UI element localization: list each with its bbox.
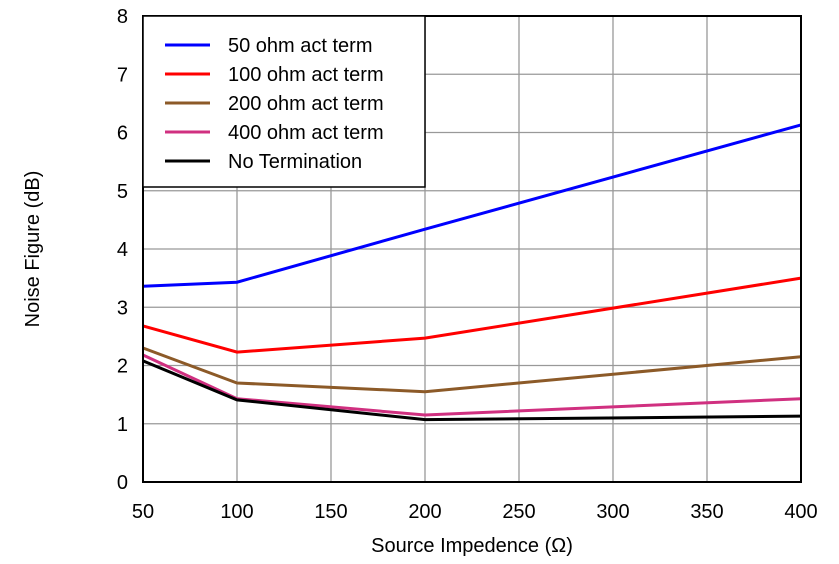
y-tick-label: 8 — [117, 6, 128, 28]
series-line-0 — [142, 123, 802, 288]
y-tick-label: 5 — [117, 181, 128, 203]
series-line-1 — [142, 276, 802, 354]
plot-frame — [142, 15, 802, 483]
x-tick-label: 250 — [502, 501, 535, 523]
x-tick-label: 100 — [220, 501, 253, 523]
y-tick-label: 0 — [117, 472, 128, 494]
x-tick-label: 300 — [596, 501, 629, 523]
legend-label: 100 ohm act term — [228, 64, 384, 86]
x-tick-label: 200 — [408, 501, 441, 523]
tick-labels: 50 100 150 200 250 300 350 400 0 1 2 3 4 5 6 7 8 — [117, 6, 818, 523]
x-tick-label: 50 — [132, 501, 154, 523]
legend-label: 400 ohm act term — [228, 122, 384, 144]
y-tick-label: 7 — [117, 64, 128, 86]
legend-label: 50 ohm act term — [228, 35, 373, 57]
y-axis-label: Noise Figure (dB) — [22, 171, 44, 328]
x-tick-label: 150 — [314, 501, 347, 523]
legend-label: No Termination — [228, 151, 362, 173]
series-lines — [142, 123, 802, 422]
x-tick-label: 350 — [690, 501, 723, 523]
y-tick-label: 4 — [117, 239, 128, 261]
y-tick-label: 1 — [117, 414, 128, 436]
x-tick-label: 400 — [784, 501, 817, 523]
x-axis-label: Source Impedence (Ω) — [371, 535, 573, 557]
legend-label: 200 ohm act term — [228, 93, 384, 115]
series-line-4 — [142, 359, 802, 422]
y-tick-label: 6 — [117, 123, 128, 145]
y-tick-label: 2 — [117, 356, 128, 378]
y-tick-label: 3 — [117, 297, 128, 319]
legend: 50 ohm act term 100 ohm act term 200 ohm a… — [142, 15, 426, 188]
series-line-2 — [142, 346, 802, 394]
series-line-3 — [142, 353, 802, 417]
